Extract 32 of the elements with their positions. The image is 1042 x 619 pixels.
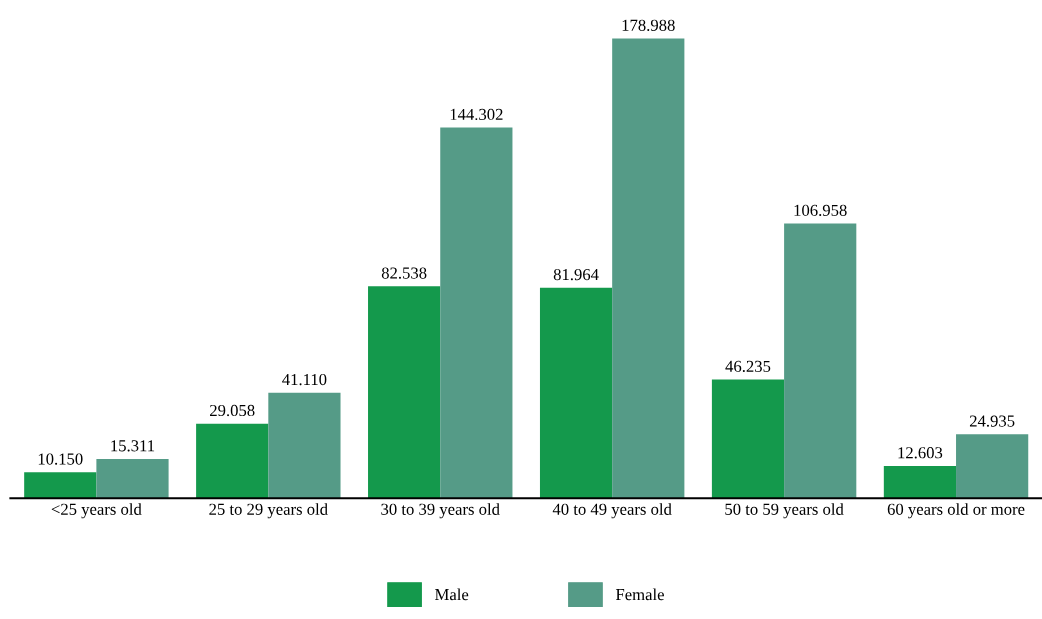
legend-label: Female: [615, 588, 664, 601]
x-tick-label: 50 to 59 years old: [725, 503, 844, 519]
bar: [956, 434, 1029, 499]
data-label: 41.110: [282, 373, 327, 386]
x-tick-label: <25 years old: [51, 503, 142, 519]
bar: [268, 392, 341, 499]
data-label: 81.964: [553, 268, 599, 281]
bar: [440, 127, 513, 499]
bar: [368, 286, 441, 499]
data-label: 46.235: [725, 360, 771, 373]
bar: [711, 379, 785, 499]
bar: [196, 423, 269, 499]
bar: [96, 458, 169, 499]
x-tick-label: 40 to 49 years old: [552, 503, 672, 519]
data-label: 106.958: [794, 204, 847, 217]
bar: [612, 38, 685, 499]
data-label: 15.311: [111, 440, 155, 452]
x-tick-label: 60 years old or more: [887, 503, 1025, 519]
data-label: 24.935: [969, 415, 1015, 427]
x-tick-label: 30 to 39 years old: [381, 503, 500, 519]
data-label: 29.058: [210, 404, 255, 417]
data-label: 82.538: [381, 267, 427, 279]
data-label: 10.150: [38, 453, 83, 465]
data-label: 12.603: [898, 447, 943, 459]
data-label: 144.302: [450, 108, 503, 121]
x-tick-label: 25 to 29 years old: [209, 503, 328, 519]
data-label: 178.988: [622, 19, 675, 31]
bar: [24, 472, 97, 499]
bar: [883, 465, 957, 499]
legend-label: Male: [435, 588, 469, 601]
bar: [784, 223, 857, 499]
bar: [539, 287, 613, 499]
